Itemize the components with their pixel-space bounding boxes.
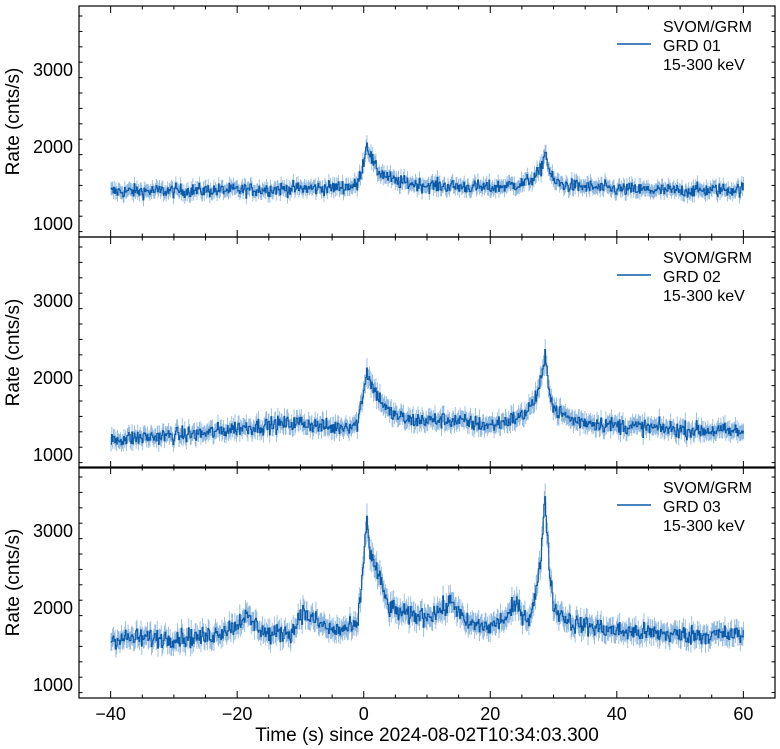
panel-3: 1000 2000 3000 Rate (cnts/s) SVOM/GRM GRD 03 1… — [3, 466, 776, 699]
legend-entry: SVOM/GRM — [663, 480, 752, 497]
y-axis-label: Rate (cnts/s) — [3, 299, 24, 407]
legend-entry: SVOM/GRM — [663, 250, 752, 267]
x-tick-label: 20 — [480, 704, 500, 724]
series-line — [110, 135, 745, 207]
x-axis-label: Time (s) since 2024-08-02T10:34:03.300 — [255, 725, 599, 746]
x-tick-label: 0 — [359, 704, 369, 724]
rate-curve — [110, 348, 744, 446]
y-tick-label: 3000 — [33, 60, 73, 80]
rate-curve — [110, 496, 744, 650]
rate-curve — [110, 142, 744, 201]
legend-entry: SVOM/GRM — [663, 19, 752, 36]
x-tick-label: 60 — [733, 704, 753, 724]
legend: SVOM/GRM GRD 01 15-300 keV — [617, 19, 752, 74]
series-line — [110, 483, 745, 658]
panel-1: 1000 2000 3000 Rate (cnts/s) SVOM/GRM GRD 01 1… — [3, 5, 776, 238]
y-axis-label: Rate (cnts/s) — [3, 529, 24, 637]
x-tick-label: −40 — [95, 704, 126, 724]
legend-entry: GRD 02 — [663, 269, 721, 286]
panels-group: 1000 2000 3000 Rate (cnts/s) SVOM/GRM GRD 01 1… — [3, 5, 776, 724]
x-tick-label: 40 — [607, 704, 627, 724]
y-tick-label: 2000 — [33, 137, 73, 157]
legend-entry: 15-300 keV — [663, 288, 745, 305]
y-tick-label: 1000 — [33, 445, 73, 465]
y-tick-label: 3000 — [33, 521, 73, 541]
y-tick-label: 1000 — [33, 214, 73, 234]
y-tick-label: 2000 — [33, 368, 73, 388]
legend: SVOM/GRM GRD 02 15-300 keV — [617, 250, 752, 305]
y-tick-label: 1000 — [33, 675, 73, 695]
x-tick-label: −20 — [222, 704, 253, 724]
legend-entry: 15-300 keV — [663, 518, 745, 535]
series-line — [110, 339, 745, 452]
legend-entry: 15-300 keV — [663, 57, 745, 74]
legend-entry: GRD 03 — [663, 499, 721, 516]
y-tick-label: 3000 — [33, 291, 73, 311]
y-axis-label: Rate (cnts/s) — [3, 68, 24, 176]
legend-entry: GRD 01 — [663, 38, 721, 55]
error-bars — [110, 135, 745, 207]
panel-2: 1000 2000 3000 Rate (cnts/s) SVOM/GRM GRD 02 1… — [3, 236, 776, 469]
legend: SVOM/GRM GRD 03 15-300 keV — [617, 480, 752, 535]
y-tick-label: 2000 — [33, 598, 73, 618]
